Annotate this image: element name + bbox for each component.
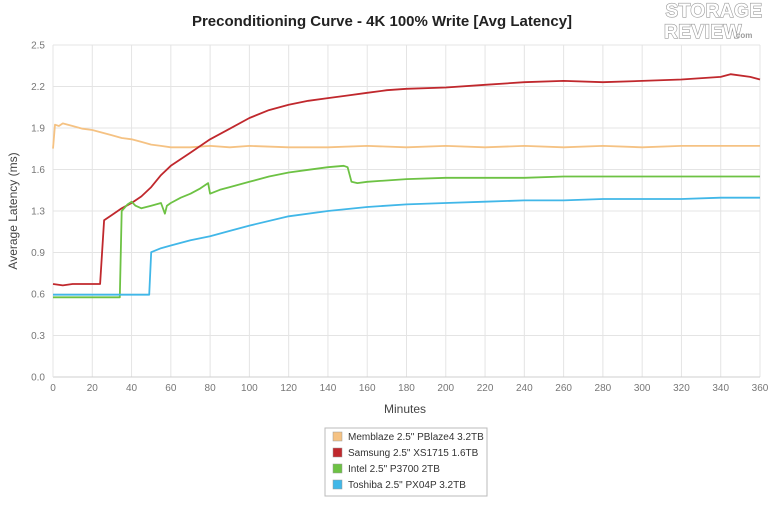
x-tick-label: 120 [280, 383, 297, 394]
x-tick-label: 40 [126, 383, 138, 394]
series-line-2 [53, 164, 760, 299]
legend-swatch [332, 447, 343, 458]
y-tick-label: 0.0 [31, 373, 45, 384]
x-tick-label: 360 [752, 383, 769, 394]
x-tick-label: 240 [516, 383, 533, 394]
y-tick-label: 1.3 [31, 207, 45, 218]
legend-label: Samsung 2.5" XS1715 1.6TB [348, 448, 479, 459]
chart-title: Preconditioning Curve - 4K 100% Write [A… [192, 13, 572, 30]
y-tick-label: 0.3 [31, 331, 45, 342]
grid [52, 44, 761, 378]
x-tick-label: 140 [320, 383, 337, 394]
y-tick-label: 1.6 [31, 165, 45, 176]
x-tick-label: 20 [87, 383, 99, 394]
x-tick-label: 80 [205, 383, 217, 394]
x-tick-label: 320 [673, 383, 690, 394]
series-line-1 [52, 73, 761, 287]
y-axis-label: Average Latency (ms) [6, 152, 20, 269]
x-tick-label: 340 [712, 383, 729, 394]
x-axis-ticks: 0 20 40 60 80 100 120 140 160 180 200 220 240 260 280 3… [50, 383, 769, 394]
y-tick-label: 0.9 [31, 248, 45, 259]
y-tick-label: 2.2 [31, 82, 45, 93]
legend-label: Memblaze 2.5" PBlaze4 3.2TB [348, 432, 484, 443]
x-tick-label: 60 [165, 383, 177, 394]
x-tick-label: 300 [634, 383, 651, 394]
x-tick-label: 220 [477, 383, 494, 394]
y-tick-label: 1.9 [31, 124, 45, 135]
legend-box [324, 427, 488, 497]
legend-swatch [332, 431, 343, 442]
y-axis-ticks: 0.0 0.3 0.6 0.9 1.3 1.6 1.9 2.2 2.5 [31, 41, 45, 384]
legend-label: Intel 2.5" P3700 2TB [348, 464, 440, 475]
x-tick-label: 160 [359, 383, 376, 394]
series-line-3 [53, 196, 760, 296]
y-tick-label: 2.5 [31, 41, 45, 52]
x-tick-label: 280 [595, 383, 612, 394]
legend-swatch [332, 463, 343, 474]
legend-label: Toshiba 2.5" PX04P 3.2TB [348, 480, 466, 491]
svg-text:REVIEW: REVIEW [664, 22, 742, 43]
y-tick-label: 0.6 [31, 290, 45, 301]
legend-swatch [332, 479, 343, 490]
storagereview-logo: STORAGE REVIEW .com [663, 0, 762, 43]
x-tick-label: 200 [437, 383, 454, 394]
x-tick-label: 100 [241, 383, 258, 394]
svg-text:.com: .com [734, 31, 753, 40]
x-axis-label: Minutes [384, 402, 426, 416]
svg-text:STORAGE: STORAGE [665, 1, 762, 22]
x-tick-label: 0 [50, 383, 56, 394]
legend: Memblaze 2.5" PBlaze4 3.2TB Samsung 2.5" … [324, 427, 488, 497]
x-tick-label: 180 [398, 383, 415, 394]
x-tick-label: 260 [555, 383, 572, 394]
series-lines [52, 73, 761, 299]
